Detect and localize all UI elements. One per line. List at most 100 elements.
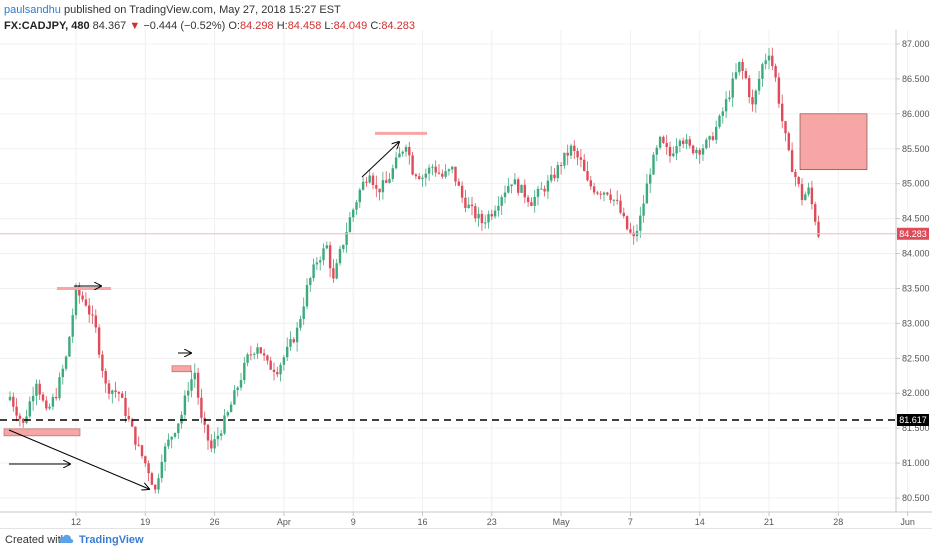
candle <box>658 135 662 150</box>
candle <box>259 347 262 354</box>
candle <box>457 178 460 186</box>
candle <box>45 396 48 411</box>
candle <box>487 210 490 229</box>
candle <box>530 197 533 207</box>
candle <box>31 386 35 411</box>
candle <box>731 72 734 108</box>
candle <box>546 174 550 200</box>
candle <box>150 471 154 485</box>
candle <box>315 257 319 270</box>
candle <box>715 120 718 145</box>
candle <box>160 454 163 483</box>
candle <box>312 258 315 282</box>
candle <box>550 165 553 183</box>
candle <box>688 135 691 149</box>
candle <box>493 205 497 219</box>
candle <box>734 63 738 81</box>
current-price-tag <box>897 227 929 240</box>
x-tick-label: Apr <box>277 517 291 527</box>
x-tick-label: 28 <box>833 517 843 527</box>
candle <box>810 180 814 210</box>
candle <box>226 410 229 418</box>
candle <box>685 133 688 149</box>
candle <box>170 436 173 449</box>
price-chart[interactable]: 80.500 81.000 81.500 82.000 82.500 83.000 83.5… <box>0 0 932 528</box>
y-tick-label: 83.000 <box>902 318 930 328</box>
candle <box>431 164 434 176</box>
candle <box>672 146 675 158</box>
candle <box>348 211 352 233</box>
candle <box>451 166 454 174</box>
author-link[interactable]: paulsandhu <box>4 4 61 16</box>
candle <box>404 144 408 157</box>
candle <box>91 305 94 324</box>
candle <box>8 391 12 402</box>
candle <box>220 429 223 441</box>
y-tick-label: 82.500 <box>902 353 930 363</box>
candle <box>711 132 715 141</box>
candle <box>728 90 731 102</box>
candle <box>368 169 371 184</box>
candle <box>355 199 358 215</box>
candle <box>480 210 484 231</box>
candle <box>592 182 596 195</box>
candles <box>8 47 820 494</box>
y-tick-label: 82.000 <box>902 388 930 398</box>
candle <box>210 434 213 453</box>
candle <box>774 63 777 82</box>
candle <box>576 148 579 166</box>
candle <box>213 431 216 454</box>
candle <box>536 185 540 206</box>
candle <box>708 135 711 148</box>
candle <box>698 147 701 164</box>
candle <box>606 191 609 197</box>
candle <box>589 175 592 191</box>
low-value: 84.049 <box>333 20 368 32</box>
candle <box>246 352 249 367</box>
candle <box>48 403 51 411</box>
y-tick-label: 85.000 <box>902 179 930 189</box>
candle <box>748 75 751 104</box>
high-label: H: <box>276 20 288 32</box>
candle <box>553 168 556 182</box>
candle <box>474 203 477 223</box>
candle <box>807 182 810 197</box>
candle <box>101 350 104 378</box>
candle <box>269 356 272 371</box>
candle <box>352 208 355 222</box>
candle <box>18 412 22 427</box>
candle <box>173 432 177 439</box>
candle <box>206 424 210 451</box>
candle <box>216 427 220 447</box>
candle <box>599 190 602 200</box>
candle <box>276 366 279 378</box>
candle <box>229 401 233 413</box>
candle <box>249 345 253 361</box>
candle <box>573 140 576 159</box>
candle <box>421 174 424 187</box>
tradingview-link[interactable]: TradingView <box>79 534 144 546</box>
marker-box <box>171 365 192 373</box>
candle <box>543 185 546 197</box>
candle <box>503 185 507 204</box>
candle <box>61 364 64 385</box>
candle <box>365 177 368 188</box>
candle <box>58 372 61 401</box>
y-tick-label: 83.500 <box>902 283 930 293</box>
candle <box>84 292 88 307</box>
candle <box>533 190 536 213</box>
candle <box>668 141 672 163</box>
candle <box>309 276 312 292</box>
candle <box>507 177 510 194</box>
x-tick-label: 14 <box>695 517 705 527</box>
y-tick-label: 84.500 <box>902 214 930 224</box>
candle <box>701 144 705 162</box>
candle <box>414 173 418 180</box>
candle <box>721 107 724 124</box>
x-tick-label: 9 <box>351 517 356 527</box>
candle <box>441 169 444 179</box>
candle <box>223 408 226 435</box>
candle <box>447 168 451 176</box>
candle <box>163 443 167 471</box>
candle <box>335 258 338 280</box>
